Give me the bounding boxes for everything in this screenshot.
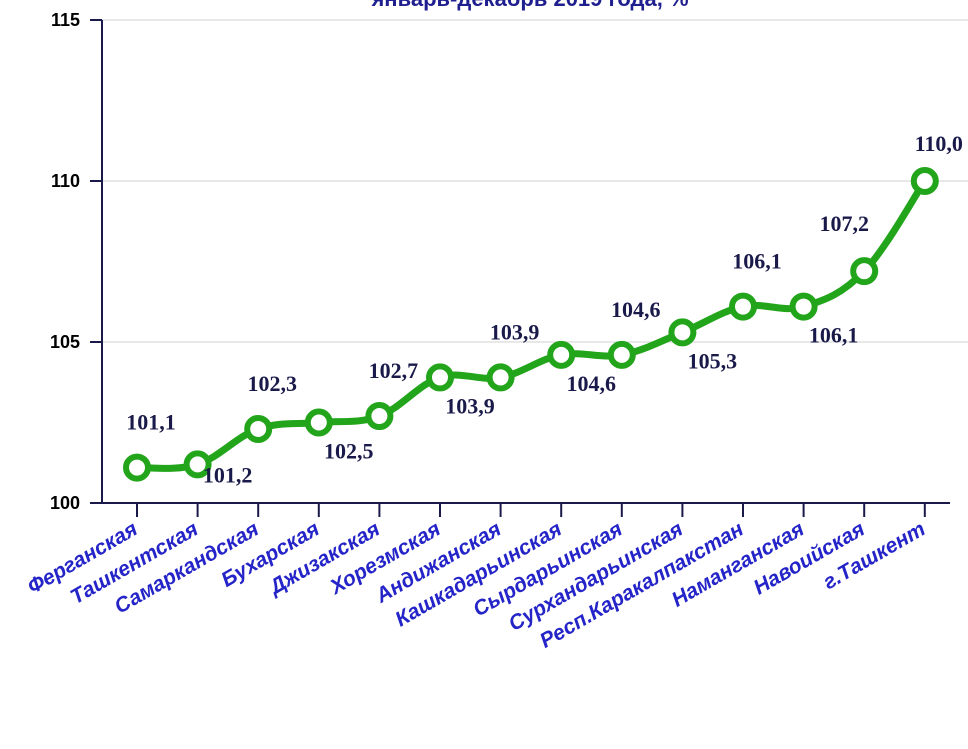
y-tick-label: 105 <box>50 332 80 352</box>
data-point <box>183 450 212 479</box>
data-point <box>486 363 515 392</box>
data-point <box>910 167 939 195</box>
data-point <box>729 292 757 321</box>
y-tick-labels: 100 105 110 115 <box>50 10 80 513</box>
data-label: 103,9 <box>490 319 540 344</box>
chart-title: январь-декабрь 2019 года, % <box>370 0 688 11</box>
data-label: 101,2 <box>203 462 253 487</box>
data-label: 104,6 <box>566 371 616 396</box>
data-point <box>789 292 818 321</box>
data-points <box>123 167 939 482</box>
data-label: 105,3 <box>688 348 738 373</box>
data-label: 107,2 <box>819 211 869 236</box>
data-point <box>547 340 576 369</box>
data-label: 102,7 <box>369 358 419 383</box>
data-point <box>304 408 333 437</box>
data-label: 110,0 <box>915 131 963 156</box>
x-tick-labels: ФерганскаяТашкентскаяСамаркандскаяБухарс… <box>24 517 930 653</box>
data-label: 104,6 <box>611 297 661 322</box>
y-tick-label: 110 <box>51 171 80 191</box>
y-tick-label: 115 <box>51 10 80 30</box>
data-point <box>850 257 879 286</box>
data-point <box>123 453 151 482</box>
data-label: 102,5 <box>324 439 374 464</box>
data-label: 106,1 <box>809 323 859 348</box>
data-point <box>607 340 636 369</box>
data-point <box>244 414 273 443</box>
gridlines <box>102 19 968 343</box>
data-label: 103,9 <box>445 393 495 418</box>
data-label: 101,1 <box>126 410 176 435</box>
data-label: 102,3 <box>247 371 297 396</box>
data-labels: 101,1 101,2 102,3 102,5 102,7 103,9 103,9 104,6… <box>126 131 963 487</box>
data-label: 106,1 <box>732 249 782 274</box>
data-point <box>365 402 394 431</box>
axes <box>90 19 950 517</box>
y-tick-label: 100 <box>50 493 80 513</box>
data-point <box>668 318 697 347</box>
data-point <box>426 363 454 392</box>
